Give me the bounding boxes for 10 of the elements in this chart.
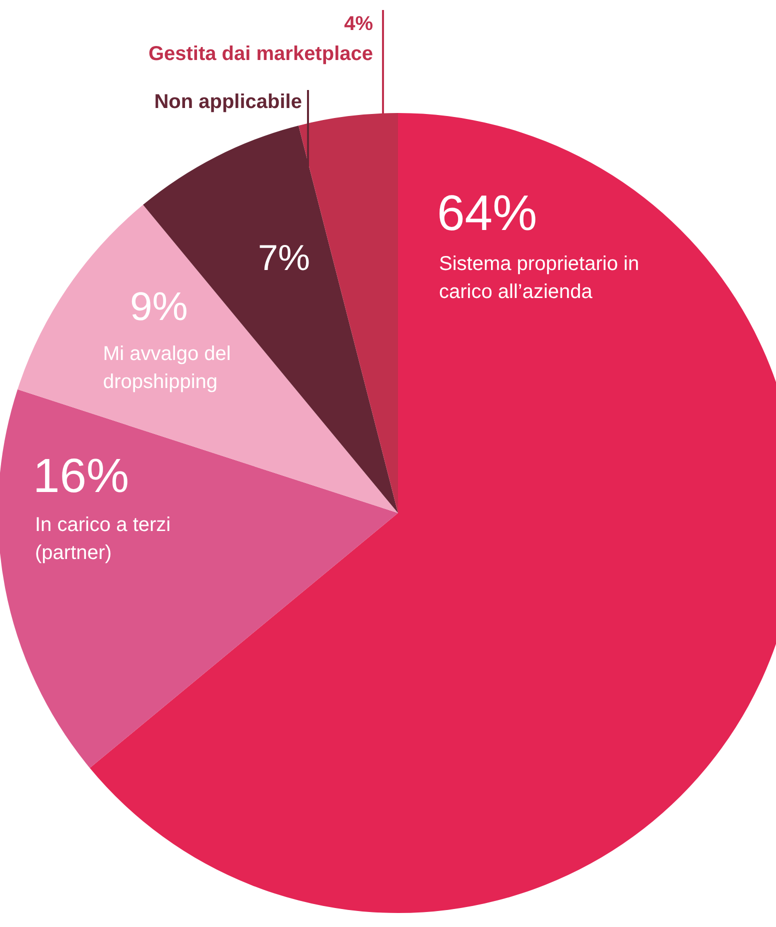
slice-label: In carico a terzi (partner) [35, 514, 171, 564]
slice-label: Non applicabile [154, 91, 302, 113]
slice-label: Sistema proprietario in carico all’azienda [439, 253, 640, 303]
slice-label: Mi avvalgo del dropshipping [103, 343, 231, 393]
slice-label: Gestita dai marketplace [148, 43, 373, 65]
data-label: 9% [130, 285, 188, 329]
data-label: 4% [344, 13, 374, 35]
data-label: 7% [258, 237, 310, 278]
data-label: 16% [33, 450, 130, 503]
data-label: 64% [437, 185, 538, 241]
